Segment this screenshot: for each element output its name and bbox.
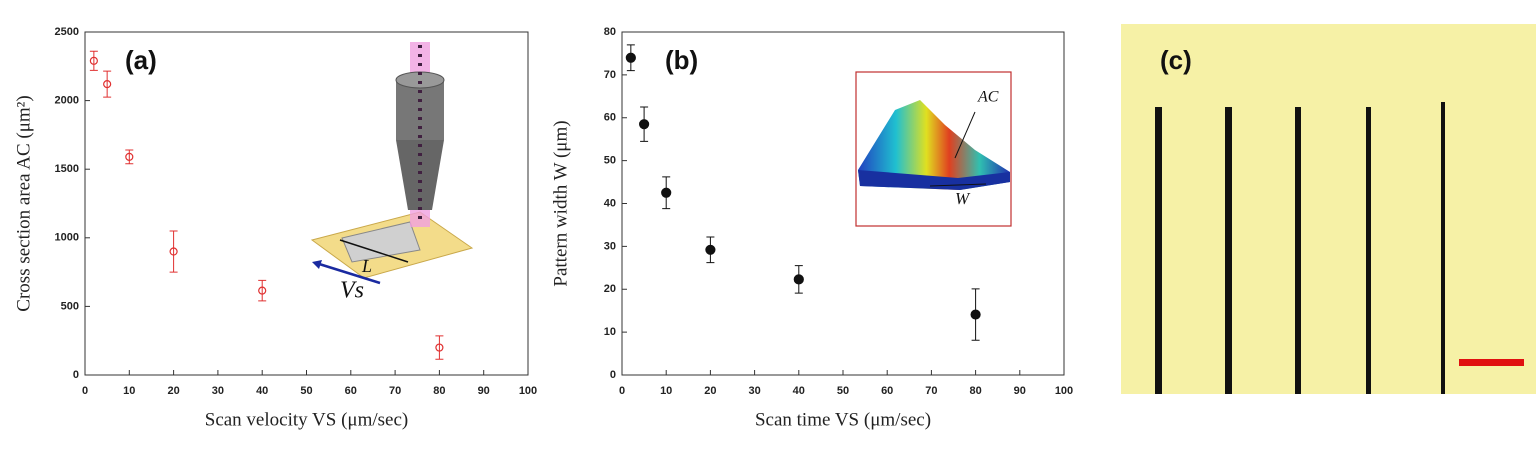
- plot-frame: [84, 31, 529, 376]
- x-tick-label: 20: [704, 385, 716, 397]
- data-point: [625, 52, 636, 63]
- micrograph: (c): [1121, 24, 1536, 394]
- y-axis-label: Pattern width W (μm): [550, 120, 571, 286]
- x-tick-label: 30: [748, 385, 760, 397]
- data-point: [705, 244, 716, 255]
- y-tick-label: 30: [604, 240, 616, 252]
- y-tick-label: 0: [73, 369, 79, 381]
- panel-label: (c): [1160, 45, 1192, 75]
- data-point: [435, 343, 444, 352]
- y-tick-label: 80: [604, 26, 616, 38]
- x-tick-label: 90: [478, 385, 490, 397]
- data-point: [661, 187, 672, 198]
- error-bar: [89, 50, 98, 71]
- x-tick-label: 20: [167, 385, 179, 397]
- x-tick-label: 80: [433, 385, 445, 397]
- x-tick-label: 90: [1014, 385, 1026, 397]
- annotation: W: [955, 189, 971, 208]
- schematic: [310, 42, 474, 285]
- y-tick-label: 10: [604, 326, 616, 338]
- x-tick-label: 60: [881, 385, 893, 397]
- x-tick-label: 10: [660, 385, 672, 397]
- y-tick-label: 2500: [55, 26, 79, 38]
- error-bar: [103, 70, 112, 98]
- annotation: L: [361, 256, 372, 276]
- data-point: [103, 80, 112, 89]
- data-point: [970, 309, 981, 320]
- x-tick-label: 70: [925, 385, 937, 397]
- y-tick-label: 70: [604, 69, 616, 81]
- annotation: Vs: [340, 278, 364, 304]
- inset: [855, 71, 1012, 227]
- x-axis-label: Scan time VS (μm/sec): [755, 409, 931, 430]
- error-bar: [169, 230, 178, 273]
- y-axis-label: Cross section area AC (μm²): [13, 95, 34, 311]
- data-point: [793, 274, 804, 285]
- y-tick-label: 1000: [55, 232, 79, 244]
- y-tick-label: 40: [604, 197, 616, 209]
- error-bar: [435, 335, 444, 360]
- x-tick-label: 50: [837, 385, 849, 397]
- error-bar: [125, 149, 134, 165]
- panel-label: (a): [125, 45, 157, 75]
- y-tick-label: 1500: [55, 163, 79, 175]
- y-tick-label: 60: [604, 112, 616, 124]
- y-tick-label: 50: [604, 155, 616, 167]
- y-tick-label: 0: [610, 369, 616, 381]
- data-point: [169, 247, 178, 256]
- x-tick-label: 80: [969, 385, 981, 397]
- x-tick-label: 30: [212, 385, 224, 397]
- data-point: [258, 286, 267, 295]
- data-point: [125, 152, 134, 161]
- x-tick-label: 100: [519, 385, 537, 397]
- y-tick-label: 2000: [55, 95, 79, 107]
- panel-label: (b): [665, 45, 698, 75]
- x-tick-label: 40: [256, 385, 268, 397]
- data-point: [89, 56, 98, 65]
- x-tick-label: 40: [793, 385, 805, 397]
- x-tick-label: 50: [300, 385, 312, 397]
- x-axis-label: Scan velocity VS (μm/sec): [205, 409, 409, 430]
- y-tick-label: 500: [61, 300, 79, 312]
- data-point: [638, 119, 650, 130]
- x-tick-label: 0: [619, 385, 625, 397]
- x-tick-label: 0: [82, 385, 88, 397]
- error-bar: [258, 279, 267, 302]
- x-tick-label: 70: [389, 385, 401, 397]
- x-tick-label: 10: [123, 385, 135, 397]
- x-tick-label: 60: [345, 385, 357, 397]
- annotation: AC: [977, 89, 999, 106]
- x-tick-label: 100: [1055, 385, 1073, 397]
- y-tick-label: 20: [604, 283, 616, 295]
